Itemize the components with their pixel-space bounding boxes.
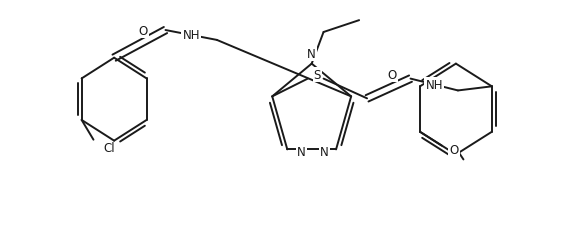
Text: N: N <box>297 145 305 158</box>
Text: S: S <box>314 69 321 82</box>
Text: N: N <box>320 145 328 158</box>
Text: Cl: Cl <box>103 141 115 154</box>
Text: NH: NH <box>426 79 443 92</box>
Text: N: N <box>307 48 316 61</box>
Text: NH: NH <box>182 29 200 42</box>
Text: O: O <box>450 143 459 156</box>
Text: O: O <box>387 69 397 82</box>
Text: O: O <box>138 25 147 37</box>
